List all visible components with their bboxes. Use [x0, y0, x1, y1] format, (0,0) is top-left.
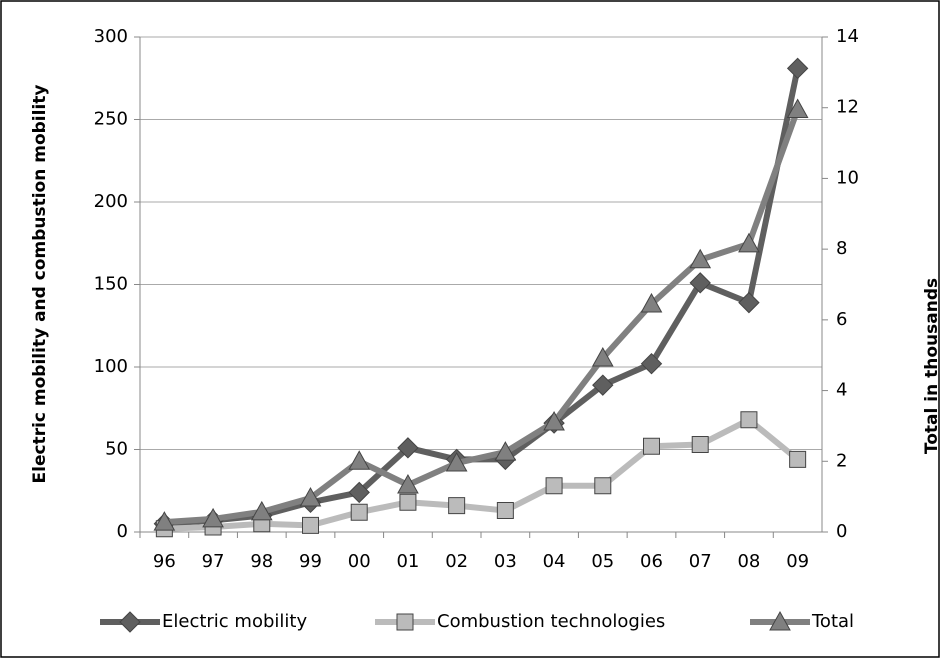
x-tick-label: 00: [348, 551, 371, 572]
marker: [691, 436, 709, 454]
marker: [396, 613, 414, 631]
y2-tick-label: 12: [836, 97, 859, 118]
marker: [643, 437, 660, 455]
marker: [789, 450, 807, 468]
marker: [738, 291, 760, 314]
marker: [786, 57, 809, 80]
y2-tick-label: 14: [836, 26, 859, 47]
x-tick-label: 06: [640, 551, 663, 572]
marker: [397, 473, 419, 494]
marker: [543, 411, 565, 431]
marker: [689, 272, 711, 294]
y-tick-label: 300: [94, 26, 128, 47]
x-tick-label: 99: [299, 551, 322, 572]
y-tick-label: 150: [94, 274, 128, 295]
x-tick-label: 05: [591, 551, 614, 572]
marker: [640, 352, 663, 375]
marker: [348, 450, 371, 470]
y-tick-label: 200: [94, 191, 128, 212]
x-tick-label: 02: [445, 551, 468, 572]
y-tick-label: 100: [94, 356, 128, 377]
marker: [250, 500, 273, 521]
marker: [302, 516, 319, 534]
y-tick-label: 50: [105, 439, 128, 460]
marker: [592, 374, 614, 396]
marker: [786, 98, 809, 118]
marker: [494, 441, 517, 461]
y2-axis-title: Total in thousands: [922, 278, 942, 454]
legend-label: Electric mobility: [162, 611, 307, 632]
x-tick-label: 01: [396, 551, 419, 572]
marker: [591, 347, 614, 367]
y2-tick-label: 8: [836, 238, 847, 259]
marker: [594, 477, 612, 495]
x-tick-label: 03: [494, 551, 517, 572]
y2-tick-label: 2: [836, 450, 847, 471]
marker: [640, 292, 663, 313]
series-line: [164, 108, 801, 526]
y-axis-title: Electric mobility and combustion mobilit…: [30, 85, 50, 484]
x-tick-label: 08: [737, 551, 760, 572]
marker: [202, 507, 224, 528]
marker: [496, 502, 514, 520]
y2-tick-label: 6: [836, 309, 847, 330]
x-tick-label: 09: [786, 551, 809, 572]
marker: [545, 477, 563, 495]
legend-item: Electric mobility: [100, 611, 307, 633]
y2-tick-label: 10: [836, 167, 859, 188]
x-tick-label: 98: [250, 551, 273, 572]
marker: [448, 497, 466, 515]
y-tick-label: 0: [117, 521, 128, 542]
y2-tick-label: 4: [836, 380, 847, 401]
marker: [348, 481, 370, 504]
marker: [740, 411, 758, 429]
y2-tick-label: 0: [836, 521, 847, 542]
marker: [299, 487, 322, 507]
x-tick-label: 96: [153, 551, 176, 572]
marker: [350, 503, 368, 521]
marker: [445, 452, 468, 472]
legend-label: Combustion technologies: [437, 611, 665, 632]
legend-item: Combustion technologies: [375, 611, 665, 632]
x-tick-label: 97: [202, 551, 225, 572]
marker: [738, 232, 760, 253]
legend-item: Total: [750, 610, 854, 632]
marker: [153, 511, 176, 531]
legend-label: Total: [811, 611, 854, 632]
y-tick-label: 250: [94, 109, 128, 130]
x-tick-label: 04: [543, 551, 566, 572]
marker: [399, 493, 417, 511]
marker: [689, 248, 712, 269]
x-tick-label: 07: [689, 551, 712, 572]
marker: [397, 437, 419, 459]
marker: [119, 611, 141, 633]
marker: [769, 610, 791, 631]
